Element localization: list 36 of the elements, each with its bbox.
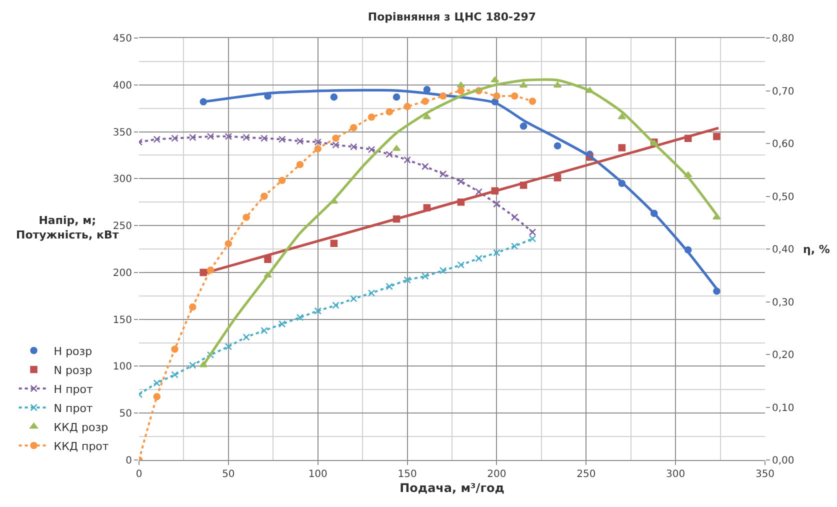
y-tick-label: 0 bbox=[126, 456, 132, 466]
legend-label: ККД розр bbox=[54, 420, 108, 434]
y-tick-label: 200 bbox=[112, 268, 132, 279]
y-tick-label: 50 bbox=[119, 408, 132, 420]
y2-tick-label: 0,00 bbox=[772, 456, 794, 466]
y2-tick-label: 0,60 bbox=[772, 139, 794, 150]
x-tick-label: 250 bbox=[576, 469, 596, 480]
x-tick-label: 0 bbox=[136, 469, 142, 480]
y2-tick-label: 0,50 bbox=[772, 192, 794, 203]
x-tick-label: 50 bbox=[222, 469, 235, 480]
legend-label: H прот bbox=[54, 382, 94, 396]
y-tick-label: 350 bbox=[112, 127, 132, 138]
y-tick-label: 100 bbox=[112, 362, 132, 373]
y2-tick-label: 0,20 bbox=[772, 350, 794, 361]
y2-tick-label: 0,40 bbox=[772, 244, 794, 256]
y2-axis-title: η, % bbox=[803, 243, 830, 256]
y-tick-label: 450 bbox=[112, 34, 132, 44]
y-tick-label: 400 bbox=[112, 80, 132, 92]
legend-label: N розр bbox=[54, 364, 92, 377]
y-tick-label: 150 bbox=[112, 314, 132, 326]
y-tick-label: 250 bbox=[112, 221, 132, 232]
y2-tick-label: 0,30 bbox=[772, 297, 794, 308]
x-tick-label: 100 bbox=[308, 469, 328, 480]
y2-tick-label: 0,80 bbox=[772, 34, 794, 44]
y-tick-label: 300 bbox=[112, 174, 132, 186]
legend-label: N прот bbox=[54, 402, 94, 415]
y2-tick-label: 0,70 bbox=[772, 86, 794, 98]
y2-tick-label: 0,10 bbox=[772, 402, 794, 414]
legend-label: ККД прот bbox=[54, 440, 110, 453]
x-tick-label: 150 bbox=[398, 469, 417, 480]
x-axis-title: Подача, м³/год bbox=[400, 480, 505, 495]
x-tick-label: 200 bbox=[487, 469, 506, 480]
x-tick-label: 300 bbox=[666, 469, 686, 480]
legend-label: H розр bbox=[54, 344, 92, 358]
x-tick-label: 350 bbox=[755, 469, 775, 480]
chart-title: Порівняння з ЦНС 180-297 bbox=[368, 10, 536, 24]
